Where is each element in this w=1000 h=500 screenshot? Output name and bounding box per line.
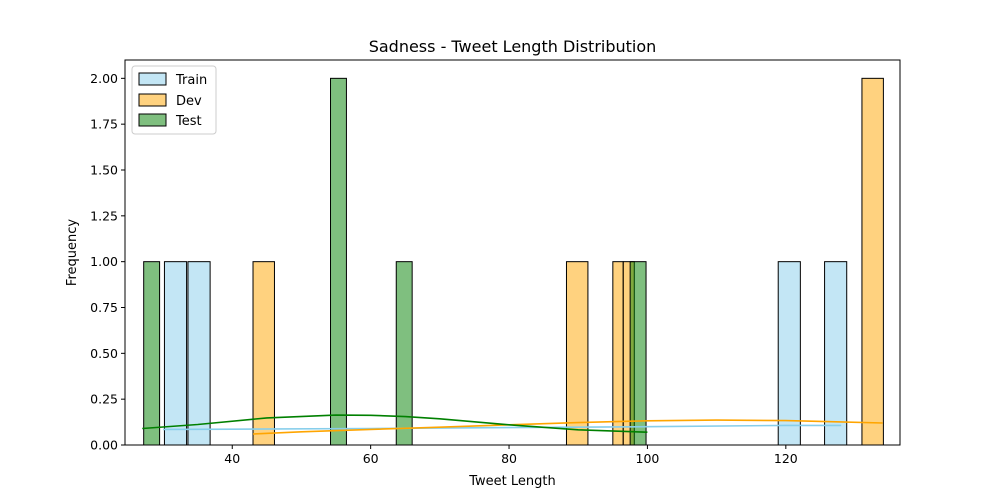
y-tick-label: 1.25 <box>90 208 118 223</box>
legend-label-test: Test <box>175 114 202 129</box>
train-bar <box>163 261 188 446</box>
dev-bar <box>612 261 624 446</box>
legend-label-train: Train <box>175 73 207 88</box>
legend-label-dev: Dev <box>176 94 202 109</box>
test-bar <box>143 261 161 446</box>
y-tick-label: 1.75 <box>90 117 118 132</box>
dev-bar <box>861 77 884 446</box>
y-axis-ticks: 0.00 0.25 0.50 0.75 1.00 1.25 1.50 1.75 2.00 <box>90 71 125 453</box>
plot-area-frame <box>124 59 901 446</box>
x-tick-label: 120 <box>774 451 798 466</box>
y-tick-label: 0.25 <box>90 392 118 407</box>
test-bar <box>629 261 647 446</box>
x-axis-label: Tweet Length <box>468 474 556 489</box>
x-tick-label: 60 <box>363 451 379 466</box>
y-tick-label: 0.75 <box>90 300 118 315</box>
legend: Train Dev Test <box>131 65 217 135</box>
dev-kde-line <box>252 419 883 435</box>
train-bar <box>777 261 801 446</box>
x-axis-ticks: 40 60 80 100 120 <box>224 445 798 466</box>
chart-title: Sadness - Tweet Length Distribution <box>369 37 657 56</box>
y-tick-label: 1.00 <box>90 254 118 269</box>
test-kde-line <box>142 414 648 433</box>
train-bar <box>187 261 211 446</box>
x-tick-label: 100 <box>636 451 660 466</box>
legend-swatch-test <box>138 113 167 127</box>
train-bar <box>824 261 848 446</box>
x-tick-label: 40 <box>224 451 240 466</box>
test-bar <box>330 77 347 446</box>
y-tick-label: 1.50 <box>90 163 118 178</box>
train-kde-line <box>163 424 842 431</box>
x-tick-label: 80 <box>501 451 517 466</box>
y-axis-label: Frequency <box>65 219 80 286</box>
legend-swatch-train <box>138 72 167 86</box>
y-tick-label: 2.00 <box>90 71 118 86</box>
y-tick-label: 0.00 <box>90 438 118 453</box>
kde-layer <box>142 414 883 435</box>
legend-swatch-dev <box>138 93 167 107</box>
dev-bar <box>565 261 589 446</box>
bars-layer <box>143 77 884 446</box>
y-tick-label: 0.50 <box>90 346 118 361</box>
